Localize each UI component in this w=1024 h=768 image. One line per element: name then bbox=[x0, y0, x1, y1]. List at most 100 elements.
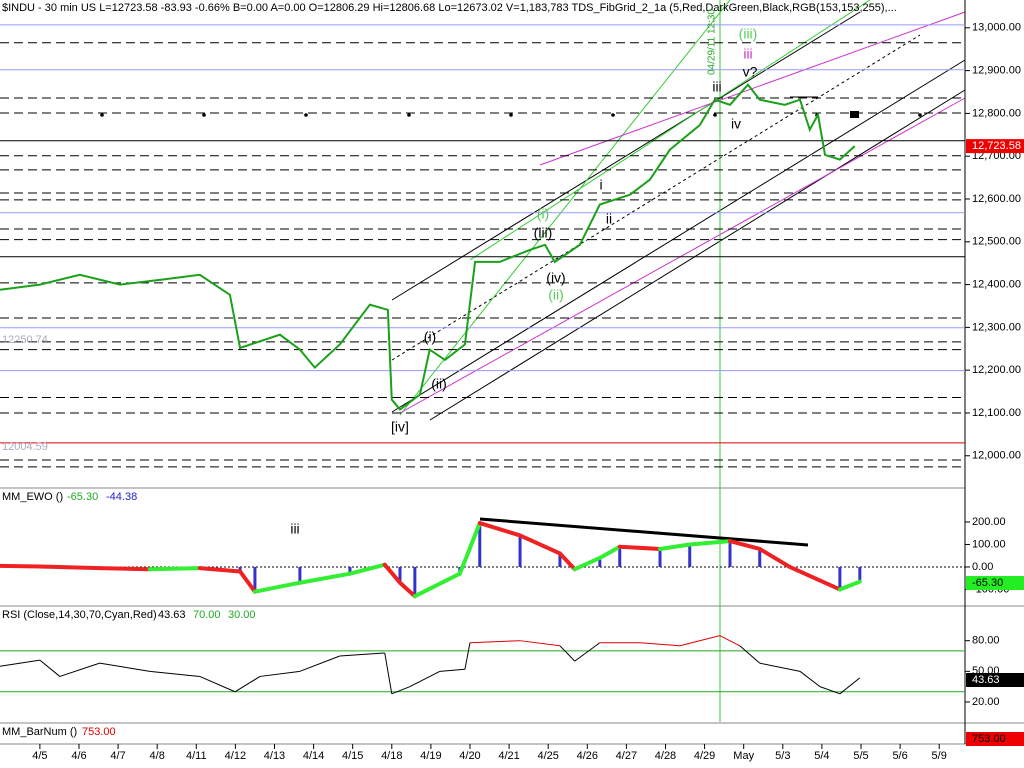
ewo-line bbox=[37, 564, 102, 571]
y-tick-label: 12,000.00 bbox=[972, 450, 1021, 462]
y-tick-label: 200.00 bbox=[972, 516, 1006, 528]
wave-label: iii bbox=[743, 46, 752, 62]
y-tick-label: 13,000.00 bbox=[972, 22, 1021, 34]
rsi-line bbox=[464, 642, 471, 670]
rsi-line bbox=[59, 662, 100, 677]
ewo-line bbox=[457, 521, 482, 576]
y-tick-label: 80.00 bbox=[972, 635, 1000, 647]
rsi-line bbox=[439, 668, 465, 672]
x-tick-label: 4/11 bbox=[186, 750, 207, 762]
ewo-line bbox=[787, 564, 842, 592]
x-tick-label: 4/14 bbox=[303, 750, 324, 762]
rsi-line bbox=[234, 676, 261, 693]
drawing-tools bbox=[391, 0, 966, 722]
y-tick-label: 12,500.00 bbox=[972, 236, 1021, 248]
panel-title: MM_EWO () bbox=[2, 491, 63, 503]
histogram-bar bbox=[478, 523, 482, 567]
wave-label: [iv] bbox=[391, 419, 409, 435]
wave-label: iii bbox=[712, 79, 721, 95]
histogram-bar bbox=[348, 566, 352, 574]
dot bbox=[304, 113, 308, 117]
ewo-line bbox=[728, 539, 762, 551]
dot bbox=[100, 113, 104, 117]
rsi-line bbox=[384, 652, 393, 694]
x-tick-label: 4/12 bbox=[225, 750, 246, 762]
histogram-bar bbox=[413, 566, 417, 597]
histogram-bar bbox=[253, 566, 257, 592]
x-tick-label: May bbox=[733, 750, 754, 762]
x-tick-label: 4/27 bbox=[616, 750, 637, 762]
ewo-line bbox=[347, 562, 387, 576]
channel-line bbox=[399, 0, 731, 416]
histogram-bar bbox=[658, 548, 662, 567]
histogram-bar bbox=[728, 541, 732, 567]
rsi-line bbox=[199, 675, 236, 693]
x-tick-label: 4/6 bbox=[71, 750, 86, 762]
ewo-line bbox=[837, 579, 862, 592]
dot bbox=[918, 113, 922, 117]
ewo-line bbox=[557, 551, 577, 572]
ewo-line bbox=[0, 563, 42, 569]
wave-label: (ii) bbox=[548, 287, 564, 303]
y-tick-label: 12,800.00 bbox=[972, 107, 1021, 119]
ewo-value: -65.30 bbox=[972, 577, 1003, 589]
histogram-bar bbox=[518, 535, 522, 567]
time-label: 04/29/11 12:30 bbox=[707, 9, 718, 75]
ewo-line bbox=[97, 566, 152, 572]
x-tick-label: 4/8 bbox=[150, 750, 165, 762]
histogram-bar bbox=[598, 557, 602, 567]
rsi-line bbox=[799, 670, 821, 688]
header: $INDU - 30 min US L=12723.58 -83.93 -0.6… bbox=[2, 2, 897, 14]
wave-label: i bbox=[599, 177, 602, 193]
ewo-line bbox=[658, 542, 692, 551]
barnum-value-box bbox=[966, 732, 1024, 746]
rsi-value: 43.63 bbox=[972, 674, 1000, 686]
histogram-bar bbox=[298, 566, 302, 583]
rsi-line bbox=[391, 686, 410, 695]
rsi-line bbox=[299, 655, 340, 672]
ewo-line bbox=[252, 580, 302, 594]
x-tick-label: 4/5 bbox=[32, 750, 47, 762]
rsi-line bbox=[0, 659, 40, 667]
rsi-line bbox=[99, 662, 150, 672]
wave-label: v? bbox=[743, 64, 758, 80]
x-tick-label: 4/25 bbox=[537, 750, 558, 762]
x-tick-label: 4/28 bbox=[655, 750, 676, 762]
ewo-line bbox=[687, 539, 733, 547]
channel-line bbox=[391, 34, 921, 361]
ewo-line bbox=[412, 571, 462, 599]
readout: 70.00 bbox=[193, 609, 221, 621]
wave-label: iii bbox=[290, 521, 299, 537]
ewo-line bbox=[597, 544, 622, 560]
rsi-line bbox=[839, 677, 861, 695]
ewo-value-box bbox=[966, 576, 1024, 590]
ewo-line bbox=[572, 555, 602, 572]
rsi-line bbox=[409, 670, 441, 688]
ewo-line bbox=[197, 566, 243, 574]
rsi-line bbox=[574, 642, 601, 662]
histogram-bar bbox=[758, 548, 762, 567]
y-tick-label: 20.00 bbox=[972, 696, 1000, 708]
x-tick-label: 4/20 bbox=[459, 750, 480, 762]
wave-label: (ii) bbox=[431, 376, 447, 392]
y-tick-label: 12,900.00 bbox=[972, 65, 1021, 77]
histogram-bar bbox=[558, 553, 562, 567]
rsi-line bbox=[339, 652, 385, 657]
histogram-bar bbox=[838, 566, 842, 590]
wave-label: (i) bbox=[424, 329, 436, 345]
ewo-line bbox=[297, 571, 352, 585]
dot bbox=[407, 113, 411, 117]
channel-line bbox=[391, 11, 861, 301]
ewo-line bbox=[238, 569, 257, 594]
y-tick-label: 100.00 bbox=[972, 538, 1006, 550]
rsi-line bbox=[640, 642, 680, 647]
x-tick-label: 4/15 bbox=[342, 750, 363, 762]
x-tick-label: 5/9 bbox=[932, 750, 947, 762]
channel-line bbox=[391, 59, 966, 413]
dot bbox=[611, 113, 615, 117]
dot bbox=[713, 113, 717, 117]
dot bbox=[509, 113, 513, 117]
price-line bbox=[0, 83, 856, 411]
rsi-line bbox=[759, 662, 801, 672]
